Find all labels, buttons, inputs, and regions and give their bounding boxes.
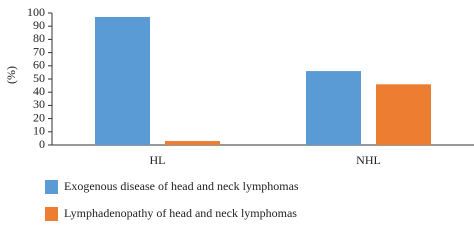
y-tick-label: 70 xyxy=(33,44,45,58)
bar xyxy=(165,141,220,145)
bar xyxy=(376,84,431,145)
y-tick-label: 90 xyxy=(33,18,45,32)
y-tick-label: 60 xyxy=(33,58,45,72)
y-tick-label: 50 xyxy=(33,71,45,85)
legend-label: Lymphadenopathy of head and neck lymphom… xyxy=(64,206,297,220)
bar xyxy=(306,71,361,145)
y-tick-label: 20 xyxy=(33,110,45,124)
x-tick-label: HL xyxy=(150,153,166,167)
legend-label: Exogenous disease of head and neck lymph… xyxy=(64,179,299,193)
legend-swatch xyxy=(45,207,58,221)
x-tick-label: NHL xyxy=(356,153,381,167)
y-tick-label: 80 xyxy=(33,31,45,45)
y-tick-label: 0 xyxy=(39,137,45,151)
y-axis-label: (%) xyxy=(4,66,18,84)
y-tick-label: 10 xyxy=(33,124,45,138)
y-tick-label: 100 xyxy=(27,5,45,19)
legend-swatch xyxy=(45,180,58,194)
bar xyxy=(95,16,150,146)
y-tick-label: 30 xyxy=(33,97,45,111)
y-tick-label: 40 xyxy=(33,84,45,98)
